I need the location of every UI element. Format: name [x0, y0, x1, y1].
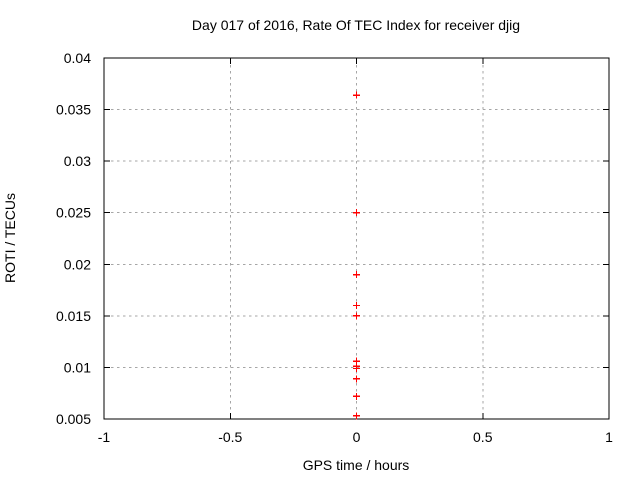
y-tick-label: 0.005 [56, 411, 91, 427]
x-tick-label: 1 [605, 429, 613, 445]
data-point-plus-marker [353, 375, 360, 383]
y-tick-label: 0.01 [64, 359, 91, 375]
data-point-plus-marker [353, 302, 360, 310]
x-tick-label: 0 [353, 429, 361, 445]
y-tick-label: 0.025 [56, 205, 91, 221]
data-point-plus-marker [353, 209, 360, 217]
y-tick-label: 0.015 [56, 308, 91, 324]
x-tick-label: -0.5 [218, 429, 242, 445]
data-point-plus-marker [353, 91, 360, 99]
y-tick-label: 0.035 [56, 102, 91, 118]
x-tick-label: -1 [98, 429, 111, 445]
data-point-plus-marker [353, 412, 360, 420]
chart-title: Day 017 of 2016, Rate Of TEC Index for r… [192, 17, 520, 33]
y-axis-label: ROTI / TECUs [2, 193, 18, 283]
data-point-plus-marker [353, 312, 360, 320]
x-axis-label: GPS time / hours [303, 457, 410, 473]
y-tick-label: 0.03 [64, 153, 91, 169]
x-tick-label: 0.5 [473, 429, 493, 445]
data-point-plus-marker [353, 271, 360, 279]
data-point-plus-marker [353, 392, 360, 400]
y-tick-label: 0.02 [64, 256, 91, 272]
data-point-plus-marker [353, 364, 360, 372]
y-tick-label: 0.04 [64, 50, 91, 66]
plot-layer: -1 -0.5 0 0.5 1 0.005 0.01 0.015 0.02 0.025 0.03 0.… [56, 50, 613, 445]
